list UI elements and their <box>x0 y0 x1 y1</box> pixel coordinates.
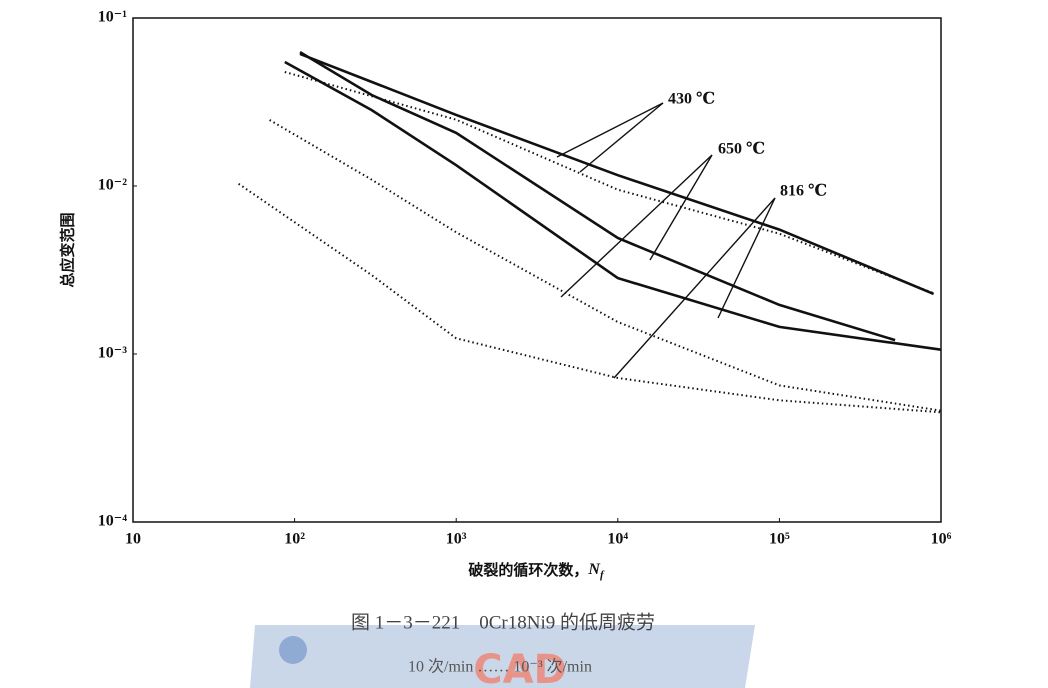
watermark-icon <box>279 636 307 664</box>
y-tick-label: 10⁻² <box>98 177 127 194</box>
annotation: 430 ℃ <box>668 91 715 108</box>
watermark-text: CAD <box>473 647 567 688</box>
x-axis-sub: f <box>600 569 605 581</box>
y-tick-label: 10⁻⁴ <box>98 513 127 530</box>
x-tick-label: 10⁶ <box>931 531 952 548</box>
annotation: 816 ℃ <box>780 183 827 200</box>
y-tick-label: 10⁻³ <box>98 345 127 362</box>
line-series <box>299 50 896 342</box>
line-series <box>299 52 935 296</box>
x-axis-label: 破裂的循环次数，Nf <box>468 561 605 581</box>
watermark-banner <box>250 625 755 688</box>
line-series <box>238 182 942 414</box>
leader-line <box>560 154 713 298</box>
watermark: CAD <box>250 625 755 688</box>
caption: 图 1－3－221 0Cr18Ni9 的低周疲劳 <box>351 611 655 633</box>
y-tick-label: 10⁻¹ <box>98 9 127 26</box>
leader-line <box>649 154 713 261</box>
y-axis-label: 总应变范围 <box>59 212 77 287</box>
x-axis-label-text: 破裂的循环次数， <box>468 561 588 579</box>
x-tick-label: 10 <box>125 531 141 548</box>
x-tick-label: 10⁵ <box>769 531 790 548</box>
plot-frame <box>132 17 942 523</box>
line-series <box>269 119 942 412</box>
x-tick-label: 10⁴ <box>607 531 628 548</box>
leader-line <box>717 197 776 319</box>
line-series <box>284 60 942 351</box>
x-tick-label: 10³ <box>446 531 467 548</box>
caption-line2: 10 次/min …… 10⁻³ 次/min <box>408 658 592 676</box>
leader-line <box>613 197 776 379</box>
leader-line <box>579 102 664 173</box>
leader-line <box>556 102 664 158</box>
annotation: 650 ℃ <box>718 141 765 158</box>
x-axis-var: N <box>587 561 601 578</box>
line-series <box>284 71 934 295</box>
x-tick-label: 10² <box>284 531 305 548</box>
